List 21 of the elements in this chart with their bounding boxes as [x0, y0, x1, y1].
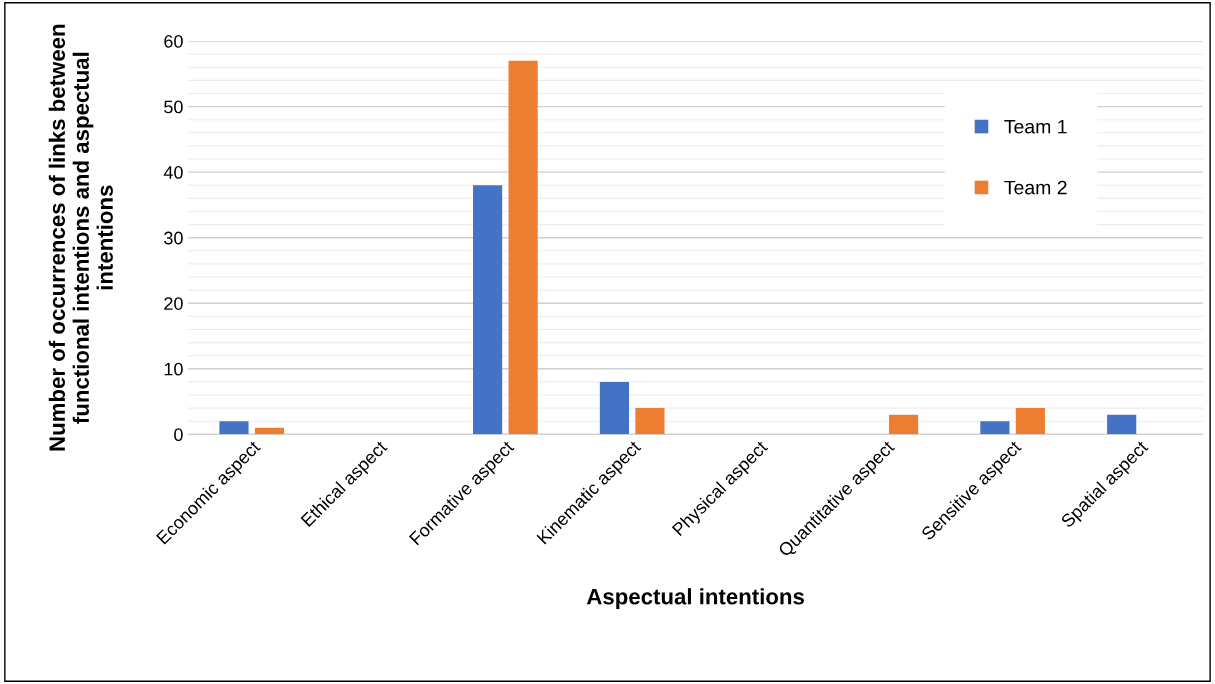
legend-label: Team 1 [1004, 119, 1067, 134]
y-tick-label: 20 [164, 297, 183, 310]
y-tick-label: 0 [174, 428, 183, 442]
x-axis-title: Aspectual intentions [586, 588, 804, 609]
bar [888, 414, 919, 435]
y-axis-title: Number of occurrences of links between functional intentions and aspectual intentions [48, 24, 113, 451]
y-tick-label: 10 [164, 362, 183, 376]
y-tick-label: 40 [163, 166, 183, 179]
y-tick-label: 50 [164, 100, 183, 114]
bar [508, 60, 538, 435]
legend-label: Team 2 [1004, 180, 1067, 195]
bar [1107, 414, 1137, 435]
y-tick-label: 60 [164, 34, 183, 48]
bar [254, 427, 285, 435]
y-tick-label: 30 [164, 231, 183, 245]
bar [1015, 408, 1045, 435]
bar [635, 408, 665, 435]
bar [473, 185, 503, 435]
bar [219, 421, 249, 435]
bar [599, 381, 630, 435]
bar [980, 421, 1010, 435]
